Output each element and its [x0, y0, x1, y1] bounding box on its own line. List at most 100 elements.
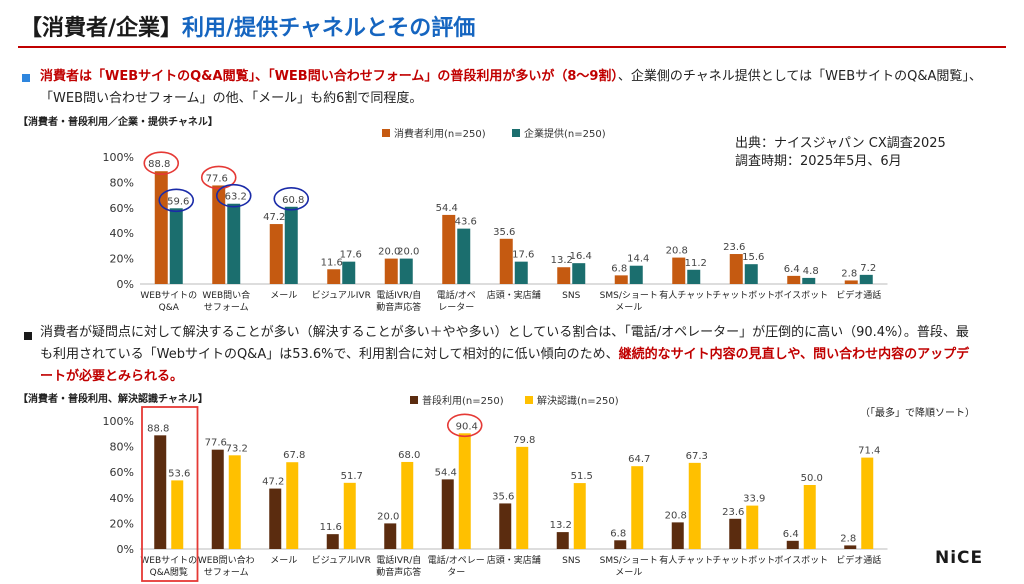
- data-label: 90.4: [456, 421, 478, 432]
- data-label: 15.6: [742, 252, 764, 263]
- data-label: 11.6: [320, 522, 342, 533]
- data-label: 20.0: [377, 511, 399, 522]
- data-label: 11.6: [321, 257, 343, 268]
- bar-series2: [457, 228, 471, 284]
- bar-series2: [227, 203, 241, 284]
- y-tick-label: 40%: [110, 492, 134, 505]
- data-label: 16.4: [570, 251, 592, 262]
- data-label: 47.2: [262, 477, 284, 488]
- summary-2-highlight: 継続的なサイト内容の見直しや、問い合わせ内容のアップデートが必要とみられる。: [40, 347, 970, 384]
- x-tick-label: Q&A: [159, 303, 180, 313]
- x-tick-label: メール: [615, 303, 642, 313]
- data-label: 23.6: [723, 242, 745, 253]
- x-tick-label: 電話/オペレー: [428, 554, 485, 566]
- highlight-circle: [215, 183, 252, 208]
- legend-label: 企業提供(n=250): [524, 127, 606, 140]
- bar-series1: [499, 238, 513, 284]
- data-label: 20.0: [397, 247, 419, 258]
- summary-1-text: 、企業側のチャネル提供としては「WEBサイトのQ&A閲覧」、「WEB問い合わせフ…: [40, 69, 982, 106]
- bar-series2: [629, 265, 643, 284]
- data-label: 23.6: [722, 507, 744, 518]
- y-tick-label: 40%: [110, 227, 134, 240]
- bar-series2: [859, 274, 873, 284]
- x-tick-label: メール: [270, 556, 297, 566]
- x-tick-label: Q&A閲覧: [150, 566, 188, 578]
- bar-series1: [844, 545, 857, 549]
- x-tick-label: チャットボット: [712, 555, 775, 566]
- data-label: 64.7: [628, 454, 650, 465]
- x-tick-label: SNS: [562, 291, 580, 301]
- data-label: 35.6: [493, 227, 515, 238]
- data-label: 20.0: [378, 247, 400, 258]
- bullet-square-blue: [22, 74, 30, 82]
- sort-note: （「最多」で降順ソート）: [860, 408, 975, 419]
- nice-logo: NiCE: [935, 548, 984, 568]
- bar-series1: [327, 269, 341, 284]
- x-tick-label: 店頭・実店舗: [487, 554, 541, 566]
- bar-series2: [746, 505, 759, 549]
- x-tick-label: 電話IVR/自: [376, 289, 421, 301]
- bar-series1: [384, 523, 397, 549]
- x-tick-label: 有人チャット: [659, 289, 713, 301]
- x-tick-label: 有人チャット: [659, 554, 713, 566]
- data-label: 6.4: [783, 529, 799, 540]
- x-tick-label: WEB問い合: [202, 289, 250, 301]
- bar-series2: [516, 446, 529, 549]
- bar-series1: [154, 171, 168, 284]
- x-tick-label: ビデオ通話: [836, 289, 881, 301]
- y-tick-label: 100%: [103, 151, 134, 164]
- bar-series1: [441, 479, 454, 549]
- data-label: 13.2: [550, 520, 572, 531]
- x-tick-label: 動音声応答: [376, 566, 421, 578]
- data-label: 17.6: [340, 250, 362, 261]
- summary-1-highlight: 消費者は「WEBサイトのQ&A閲覧」、「WEB問い合わせフォーム」の普段利用が多…: [40, 69, 618, 84]
- x-tick-label: ボイスボット: [774, 555, 828, 566]
- bar-series1: [614, 540, 627, 549]
- x-tick-label: SNS: [562, 556, 580, 566]
- data-label: 88.8: [148, 159, 170, 170]
- bar-series2: [171, 480, 184, 549]
- bar-series2: [228, 455, 241, 549]
- data-label: 33.9: [743, 494, 765, 505]
- title-main: 利用/提供チャネルとその評価: [182, 16, 476, 41]
- data-label: 11.2: [685, 258, 707, 269]
- legend-swatch: [382, 129, 390, 137]
- data-label: 35.6: [492, 491, 514, 502]
- data-label: 7.2: [860, 263, 876, 274]
- legend-label: 消費者利用(n=250): [394, 127, 486, 140]
- x-tick-label: せフォーム: [204, 302, 249, 313]
- data-label: 14.4: [627, 254, 649, 265]
- data-label: 67.3: [686, 451, 708, 462]
- bar-series2: [687, 269, 701, 284]
- bar-series2: [399, 258, 413, 284]
- bar-series2: [342, 261, 356, 284]
- data-label: 2.8: [841, 268, 857, 279]
- data-label: 2.8: [840, 533, 856, 544]
- x-tick-label: ビデオ通話: [836, 554, 881, 566]
- data-label: 6.8: [611, 263, 627, 274]
- y-tick-label: 80%: [110, 176, 134, 189]
- bar-series1: [269, 224, 283, 284]
- bar-series1: [672, 257, 686, 284]
- source-note: 出典：ナイスジャパン CX調査2025 調査時期：2025年5月、6月: [735, 135, 946, 171]
- bar-series2: [861, 457, 874, 549]
- bar-series2: [802, 277, 816, 284]
- bar-series2: [744, 264, 758, 284]
- x-tick-label: メール: [270, 291, 297, 301]
- data-label: 77.6: [206, 173, 228, 184]
- data-label: 51.7: [341, 471, 363, 482]
- bar-series2: [401, 461, 414, 549]
- bar-series1: [212, 185, 226, 284]
- bullet-square-black: [24, 332, 32, 340]
- data-label: 50.0: [801, 473, 823, 484]
- data-label: 73.2: [226, 443, 248, 454]
- chart2-title: 【消費者・普段利用、解決認識チャネル】: [18, 394, 208, 405]
- bar-series1: [786, 540, 799, 549]
- x-tick-label: ボイスボット: [774, 290, 828, 301]
- bar-series2: [631, 466, 644, 549]
- bar-series1: [211, 449, 224, 549]
- bar-series1: [844, 280, 858, 284]
- bar-series1: [384, 258, 398, 284]
